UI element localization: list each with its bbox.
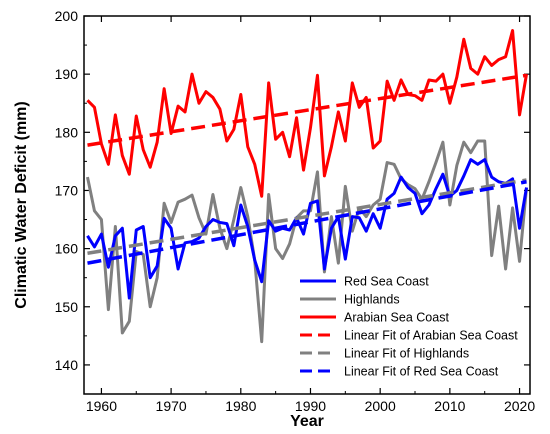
fit-line-linear-fit-of-red-sea-coast [87, 180, 527, 265]
y-tick-label: 190 [55, 66, 79, 82]
x-tick-label: 1980 [225, 398, 256, 414]
fit-line-linear-fit-of-highlands [87, 178, 527, 255]
y-tick-label: 170 [55, 182, 79, 198]
legend-label-linear-fit-of-red-sea-coast: Linear Fit of Red Sea Coast [344, 365, 499, 379]
x-tick-label: 1990 [295, 398, 326, 414]
x-tick-label: 2010 [434, 398, 465, 414]
series-lines [86, 29, 529, 344]
y-tick-label: 200 [55, 8, 79, 24]
y-tick-label: 160 [55, 241, 79, 257]
legend-label-red-sea-coast: Red Sea Coast [344, 275, 429, 289]
y-tick-label: 180 [55, 124, 79, 140]
y-tick-label: 140 [55, 357, 79, 373]
y-axis-title: Climatic Water Deficit (mm) [13, 101, 30, 308]
plot-area [83, 15, 531, 395]
series-line-arabian-sea-coast [86, 29, 528, 198]
legend-label-arabian-sea-coast: Arabian Sea Coast [344, 311, 449, 325]
y-tick-label: 150 [55, 299, 79, 315]
x-tick-label: 2000 [365, 398, 396, 414]
legend-label-linear-fit-of-arabian-sea-coast: Linear Fit of Arabian Sea Coast [344, 329, 518, 343]
x-tick-label: 2020 [504, 398, 535, 414]
series-line-red-sea-coast [86, 158, 528, 300]
fit-line-linear-fit-of-arabian-sea-coast [87, 73, 527, 147]
legend-label-highlands: Highlands [344, 293, 400, 307]
fit-lines [87, 73, 527, 265]
x-axis-title: Year [290, 413, 324, 430]
legend: Red Sea Coast Highlands Arabian Sea Coast L… [300, 275, 518, 379]
x-tick-label: 1970 [156, 398, 187, 414]
legend-label-linear-fit-of-highlands: Linear Fit of Highlands [344, 347, 469, 361]
x-tick-label: 1960 [86, 398, 117, 414]
axis-ticks: 1960 1970 1980 1990 2000 2010 2020 140 150 160 170… [55, 8, 536, 414]
